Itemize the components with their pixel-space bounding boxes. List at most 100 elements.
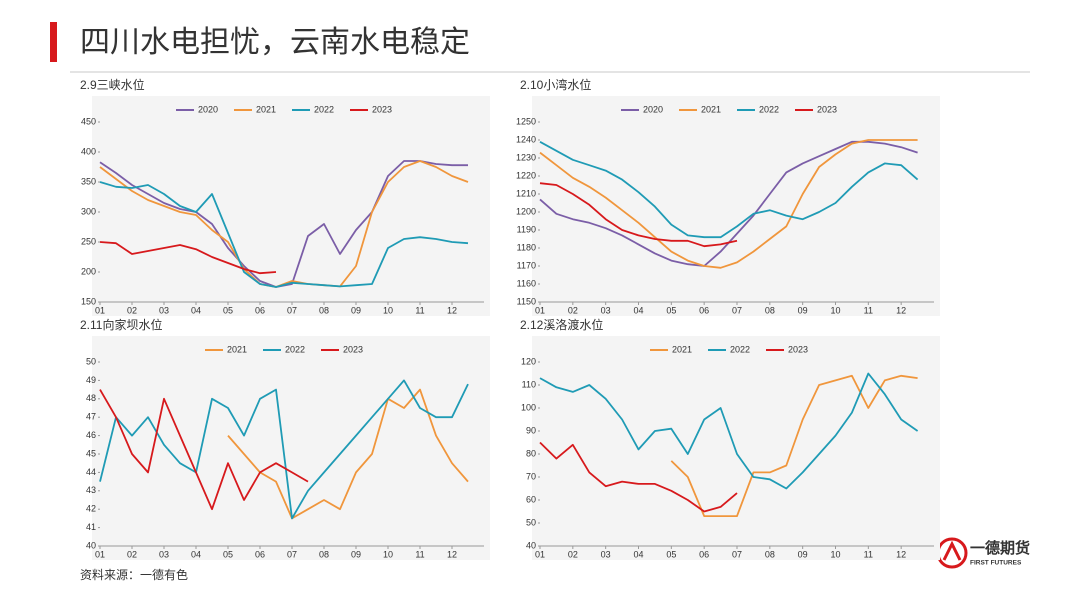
x-tick-label: 04 [191, 549, 201, 559]
y-tick-label: 1220 [516, 170, 536, 180]
x-tick-label: 07 [732, 549, 742, 559]
logo-mark-inner [942, 540, 962, 561]
x-tick-label: 11 [864, 549, 873, 559]
x-tick-label: 01 [95, 549, 105, 559]
legend-label: 2021 [701, 104, 721, 114]
x-tick-label: 10 [383, 549, 393, 559]
x-tick-label: 10 [830, 305, 840, 315]
legend-label: 2020 [643, 104, 663, 114]
y-tick-label: 41 [86, 522, 96, 532]
series-line [539, 441, 738, 513]
y-tick-label: 1190 [517, 224, 536, 234]
x-tick-label: 09 [351, 305, 361, 315]
x-tick-label: 12 [447, 305, 457, 315]
source: 资料来源：一德有色 [80, 567, 188, 582]
series-line [670, 374, 918, 517]
y-tick-label: 250 [81, 236, 96, 246]
chart-title: 2.10小湾水位 [520, 77, 591, 92]
logo-name: 一德期货 [970, 539, 1030, 557]
legend-label: 2022 [730, 344, 750, 354]
panel [92, 96, 490, 316]
y-tick-label: 1170 [517, 260, 536, 270]
chart-title: 2.12溪洛渡水位 [520, 317, 603, 332]
chart-title: 2.11向家坝水位 [80, 317, 162, 332]
legend-label: 2020 [198, 104, 218, 114]
legend-label: 2022 [314, 104, 334, 114]
legend-label: 2023 [343, 344, 363, 354]
y-tick-label: 48 [86, 393, 96, 403]
x-tick-label: 02 [127, 305, 137, 315]
y-tick-label: 46 [86, 430, 96, 440]
y-tick-label: 42 [86, 504, 96, 514]
panel [92, 336, 490, 560]
x-tick-label: 05 [666, 305, 676, 315]
x-tick-label: 11 [864, 305, 873, 315]
x-tick-label: 09 [798, 549, 808, 559]
y-tick-label: 50 [526, 517, 536, 527]
x-tick-label: 12 [896, 305, 906, 315]
y-tick-label: 120 [521, 356, 536, 366]
x-tick-label: 12 [447, 549, 457, 559]
series-line [539, 141, 919, 239]
x-tick-label: 02 [127, 549, 137, 559]
x-tick-label: 05 [223, 549, 233, 559]
x-tick-label: 08 [319, 305, 329, 315]
x-tick-label: 01 [95, 305, 105, 315]
x-tick-label: 07 [287, 305, 297, 315]
y-tick-label: 150 [81, 296, 96, 306]
y-tick-label: 45 [86, 448, 96, 458]
series-line [539, 182, 738, 248]
y-tick-label: 400 [81, 146, 96, 156]
y-tick-label: 80 [526, 448, 536, 458]
y-tick-label: 1240 [516, 134, 536, 144]
series-line [539, 139, 918, 269]
x-tick-label: 10 [830, 549, 840, 559]
x-tick-label: 07 [732, 305, 742, 315]
x-tick-label: 10 [383, 305, 393, 315]
series-line [99, 379, 469, 520]
y-tick-label: 1210 [516, 188, 536, 198]
y-tick-label: 43 [86, 485, 96, 495]
y-tick-label: 40 [526, 540, 536, 550]
series-line [99, 181, 469, 288]
x-tick-label: 01 [535, 305, 545, 315]
legend-label: 2021 [672, 344, 692, 354]
x-tick-label: 11 [415, 549, 424, 559]
x-tick-label: 07 [287, 549, 297, 559]
y-tick-label: 40 [86, 540, 96, 550]
x-tick-label: 06 [699, 305, 709, 315]
x-tick-label: 12 [896, 549, 906, 559]
x-tick-label: 03 [159, 549, 169, 559]
x-tick-label: 09 [798, 305, 808, 315]
y-tick-label: 110 [522, 379, 536, 389]
y-tick-label: 47 [86, 412, 96, 422]
x-tick-label: 01 [535, 549, 545, 559]
legend-label: 2021 [227, 344, 247, 354]
y-tick-label: 90 [526, 425, 536, 435]
x-tick-label: 03 [601, 549, 611, 559]
y-tick-label: 300 [81, 206, 96, 216]
y-tick-label: 1160 [517, 278, 536, 288]
logo: 一德期货 FIRST FUTURES [936, 537, 1030, 569]
y-tick-label: 60 [526, 494, 536, 504]
x-tick-label: 11 [415, 305, 424, 315]
y-tick-label: 1200 [516, 206, 536, 216]
x-tick-label: 02 [568, 549, 578, 559]
y-tick-label: 1230 [516, 152, 536, 162]
legend-label: 2021 [256, 104, 276, 114]
y-tick-label: 50 [86, 356, 96, 366]
y-tick-label: 49 [86, 375, 96, 385]
y-tick-label: 1250 [516, 116, 536, 126]
chart-title: 2.9三峡水位 [80, 77, 145, 92]
legend-label: 2022 [759, 104, 779, 114]
y-tick-label: 200 [81, 266, 96, 276]
x-tick-label: 05 [666, 549, 676, 559]
x-tick-label: 03 [601, 305, 611, 315]
x-tick-label: 06 [255, 305, 265, 315]
series-line [99, 241, 277, 275]
panel [532, 96, 940, 316]
y-tick-label: 44 [86, 467, 96, 477]
x-tick-label: 08 [765, 549, 775, 559]
